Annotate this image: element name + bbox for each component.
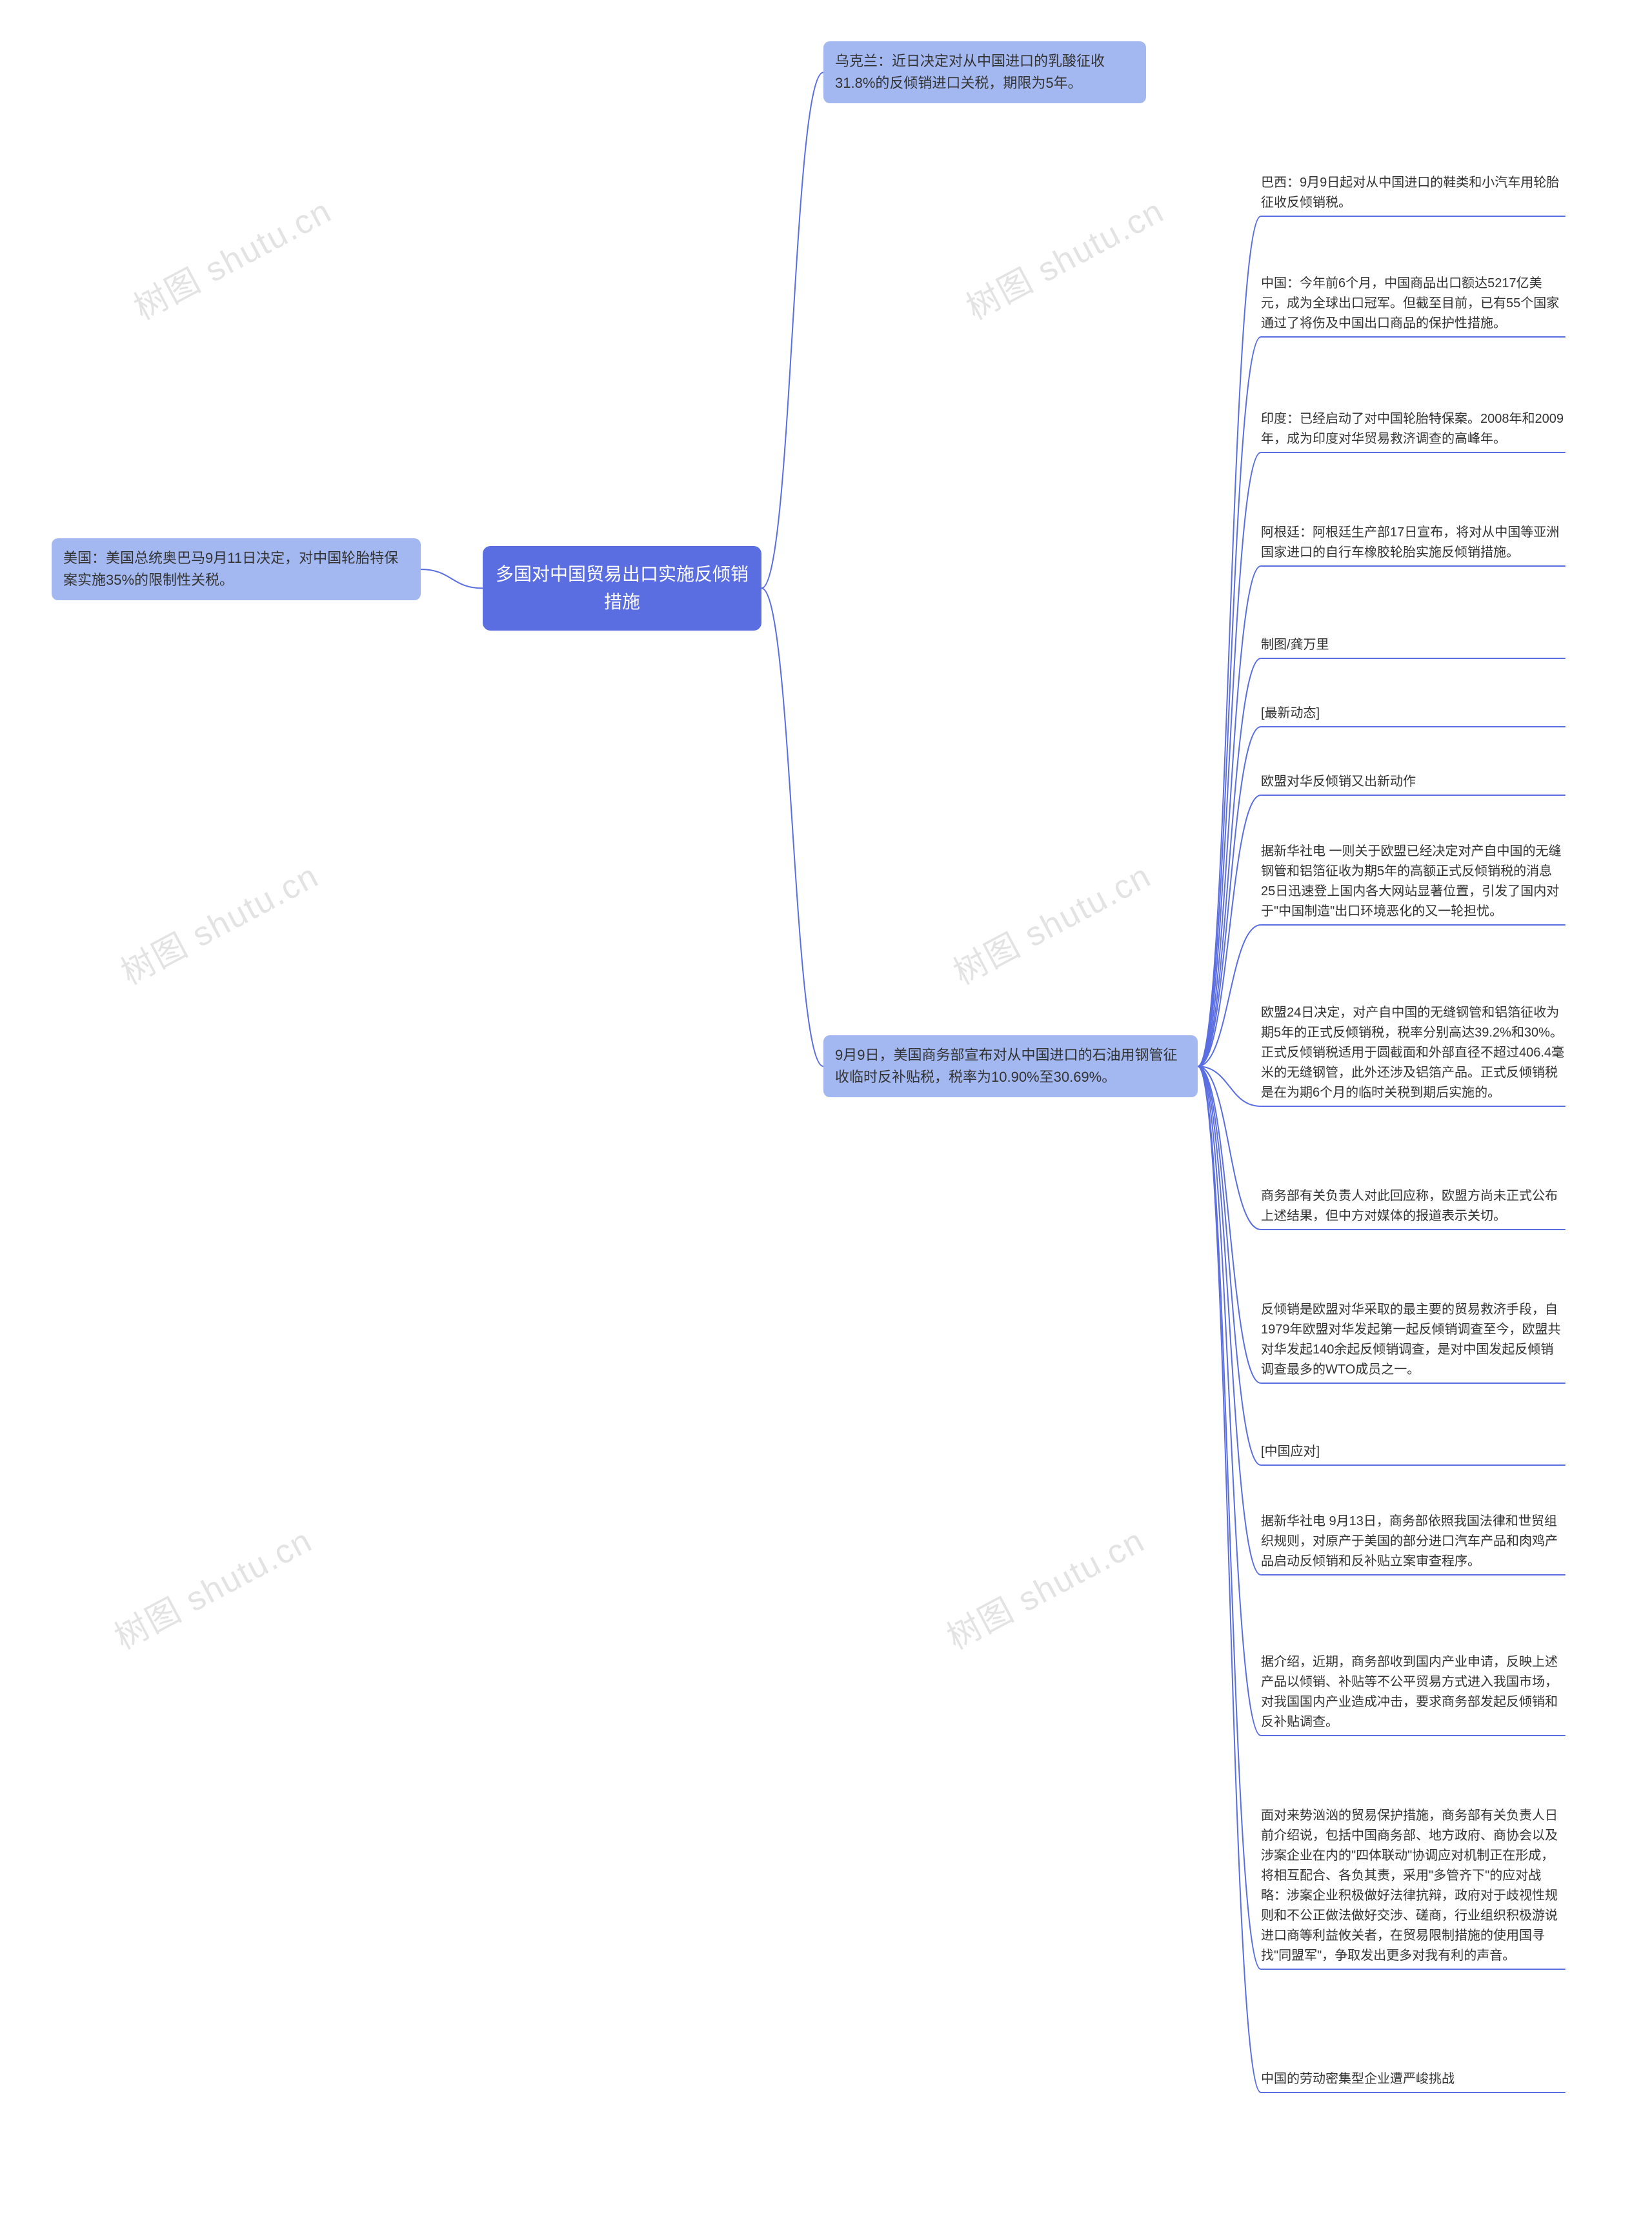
leaf-node: 据新华社电 一则关于欧盟已经决定对产自中国的无缝钢管和铝箔征收为期5年的高额正式… <box>1261 842 1566 926</box>
leaf-underline <box>1261 658 1566 659</box>
leaf-text: 据新华社电 一则关于欧盟已经决定对产自中国的无缝钢管和铝箔征收为期5年的高额正式… <box>1261 842 1566 922</box>
leaf-underline <box>1261 1969 1566 1970</box>
leaf-text: 欧盟24日决定，对产自中国的无缝钢管和铝箔征收为期5年的正式反倾销税，税率分别高… <box>1261 1003 1566 1103</box>
leaf-underline <box>1261 1106 1566 1107</box>
leaf-underline <box>1261 216 1566 217</box>
leaf-text: 据新华社电 9月13日，商务部依照我国法律和世贸组织规则，对原产于美国的部分进口… <box>1261 1512 1566 1572</box>
level1-text: 9月9日，美国商务部宣布对从中国进口的石油用钢管征收临时反补贴税，税率为10.9… <box>835 1047 1177 1085</box>
leaf-text: [中国应对] <box>1261 1442 1566 1462</box>
leaf-underline <box>1261 1229 1566 1230</box>
leaf-underline <box>1261 336 1566 338</box>
leaf-text: [最新动态] <box>1261 704 1566 724</box>
leaf-node: 中国：今年前6个月，中国商品出口额达5217亿美元，成为全球出口冠军。但截至目前… <box>1261 274 1566 338</box>
leaf-text: 中国：今年前6个月，中国商品出口额达5217亿美元，成为全球出口冠军。但截至目前… <box>1261 274 1566 334</box>
watermark: 树图 shutu.cn <box>105 1514 319 1658</box>
leaf-text: 印度：已经启动了对中国轮胎特保案。2008年和2009年，成为印度对华贸易救济调… <box>1261 409 1566 449</box>
level1-node-sep9: 9月9日，美国商务部宣布对从中国进口的石油用钢管征收临时反补贴税，税率为10.9… <box>823 1035 1198 1097</box>
leaf-node: 商务部有关负责人对此回应称，欧盟方尚未正式公布上述结果，但中方对媒体的报道表示关… <box>1261 1186 1566 1230</box>
level1-text: 美国：美国总统奥巴马9月11日决定，对中国轮胎特保案实施35%的限制性关税。 <box>63 550 398 588</box>
watermark: 树图 shutu.cn <box>937 1514 1152 1658</box>
leaf-underline <box>1261 565 1566 567</box>
level1-node-ukraine: 乌克兰：近日决定对从中国进口的乳酸征收31.8%的反倾销进口关税，期限为5年。 <box>823 41 1146 103</box>
leaf-node: 据介绍，近期，商务部收到国内产业申请，反映上述产品以倾销、补贴等不公平贸易方式进… <box>1261 1652 1566 1736</box>
leaf-underline <box>1261 924 1566 926</box>
leaf-text: 面对来势汹汹的贸易保护措施，商务部有关负责人日前介绍说，包括中国商务部、地方政府… <box>1261 1806 1566 1966</box>
root-text: 多国对中国贸易出口实施反倾销措施 <box>496 564 749 612</box>
leaf-underline <box>1261 452 1566 453</box>
leaf-text: 制图/龚万里 <box>1261 635 1566 655</box>
leaf-underline <box>1261 1574 1566 1575</box>
leaf-text: 欧盟对华反倾销又出新动作 <box>1261 772 1566 792</box>
leaf-text: 中国的劳动密集型企业遭严峻挑战 <box>1261 2069 1566 2089</box>
leaf-underline <box>1261 1383 1566 1384</box>
leaf-node: 印度：已经启动了对中国轮胎特保案。2008年和2009年，成为印度对华贸易救济调… <box>1261 409 1566 453</box>
leaf-underline <box>1261 795 1566 796</box>
level1-text: 乌克兰：近日决定对从中国进口的乳酸征收31.8%的反倾销进口关税，期限为5年。 <box>835 53 1105 91</box>
leaf-node: 据新华社电 9月13日，商务部依照我国法律和世贸组织规则，对原产于美国的部分进口… <box>1261 1512 1566 1575</box>
leaf-node: 欧盟24日决定，对产自中国的无缝钢管和铝箔征收为期5年的正式反倾销税，税率分别高… <box>1261 1003 1566 1107</box>
leaf-underline <box>1261 1735 1566 1736</box>
leaf-node: 中国的劳动密集型企业遭严峻挑战 <box>1261 2069 1566 2093</box>
leaf-text: 阿根廷：阿根廷生产部17日宣布，将对从中国等亚洲国家进口的自行车橡胶轮胎实施反倾… <box>1261 523 1566 563</box>
leaf-underline <box>1261 726 1566 727</box>
level1-node-usa: 美国：美国总统奥巴马9月11日决定，对中国轮胎特保案实施35%的限制性关税。 <box>52 538 421 600</box>
leaf-underline <box>1261 2092 1566 2093</box>
watermark: 树图 shutu.cn <box>111 849 326 993</box>
leaf-node: 反倾销是欧盟对华采取的最主要的贸易救济手段，自1979年欧盟对华发起第一起反倾销… <box>1261 1300 1566 1384</box>
watermark: 树图 shutu.cn <box>124 184 339 329</box>
leaf-node: 面对来势汹汹的贸易保护措施，商务部有关负责人日前介绍说，包括中国商务部、地方政府… <box>1261 1806 1566 1970</box>
leaf-node: [最新动态] <box>1261 704 1566 727</box>
leaf-node: 欧盟对华反倾销又出新动作 <box>1261 772 1566 796</box>
leaf-text: 巴西：9月9日起对从中国进口的鞋类和小汽车用轮胎征收反倾销税。 <box>1261 173 1566 213</box>
leaf-node: 巴西：9月9日起对从中国进口的鞋类和小汽车用轮胎征收反倾销税。 <box>1261 173 1566 217</box>
leaf-node: 阿根廷：阿根廷生产部17日宣布，将对从中国等亚洲国家进口的自行车橡胶轮胎实施反倾… <box>1261 523 1566 567</box>
root-node: 多国对中国贸易出口实施反倾销措施 <box>483 546 761 631</box>
watermark: 树图 shutu.cn <box>943 849 1158 993</box>
leaf-node: [中国应对] <box>1261 1442 1566 1466</box>
watermark: 树图 shutu.cn <box>956 184 1171 329</box>
leaf-text: 商务部有关负责人对此回应称，欧盟方尚未正式公布上述结果，但中方对媒体的报道表示关… <box>1261 1186 1566 1226</box>
leaf-underline <box>1261 1464 1566 1466</box>
leaf-node: 制图/龚万里 <box>1261 635 1566 659</box>
leaf-text: 反倾销是欧盟对华采取的最主要的贸易救济手段，自1979年欧盟对华发起第一起反倾销… <box>1261 1300 1566 1380</box>
leaf-text: 据介绍，近期，商务部收到国内产业申请，反映上述产品以倾销、补贴等不公平贸易方式进… <box>1261 1652 1566 1732</box>
